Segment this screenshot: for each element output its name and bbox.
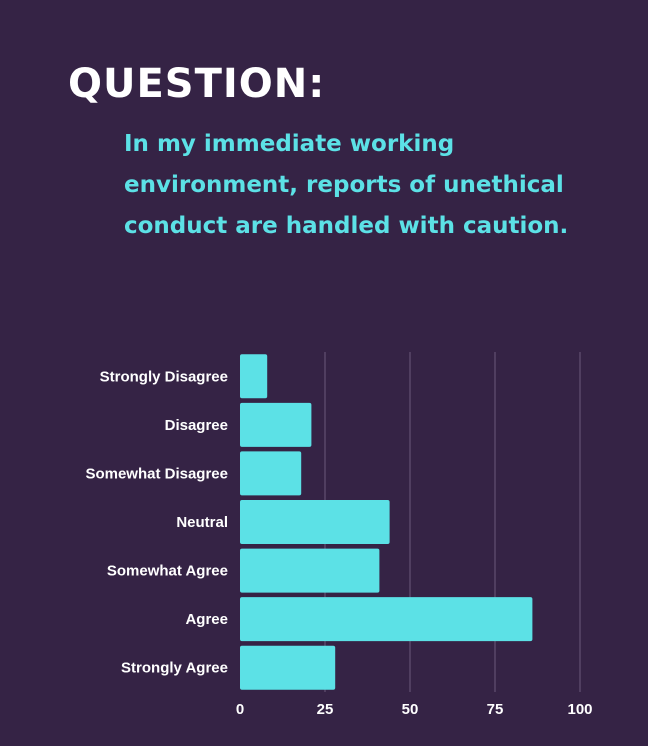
x-tick-label: 100 bbox=[567, 701, 592, 718]
question-heading: QUESTION: bbox=[68, 61, 326, 107]
category-label: Strongly Disagree bbox=[100, 368, 228, 385]
category-label: Somewhat Disagree bbox=[85, 465, 228, 482]
question-text: In my immediate working environment, rep… bbox=[124, 131, 569, 239]
x-tick-label: 50 bbox=[402, 701, 419, 718]
bar-somewhat-disagree bbox=[240, 451, 302, 496]
category-label: Neutral bbox=[176, 514, 228, 531]
bar-strongly-agree bbox=[240, 645, 336, 690]
category-label: Disagree bbox=[165, 417, 228, 434]
x-tick-label: 25 bbox=[317, 701, 334, 718]
bar-agree bbox=[240, 597, 533, 642]
bar-neutral bbox=[240, 500, 390, 544]
category-label: Somewhat Agree bbox=[107, 563, 228, 580]
bar-disagree bbox=[240, 402, 312, 447]
category-label: Strongly Agree bbox=[121, 660, 228, 677]
x-tick-label: 0 bbox=[236, 701, 244, 718]
bar-strongly-disagree bbox=[240, 354, 268, 399]
bar-somewhat-agree bbox=[240, 548, 380, 593]
category-label: Agree bbox=[185, 611, 228, 628]
x-tick-label: 75 bbox=[487, 701, 504, 718]
